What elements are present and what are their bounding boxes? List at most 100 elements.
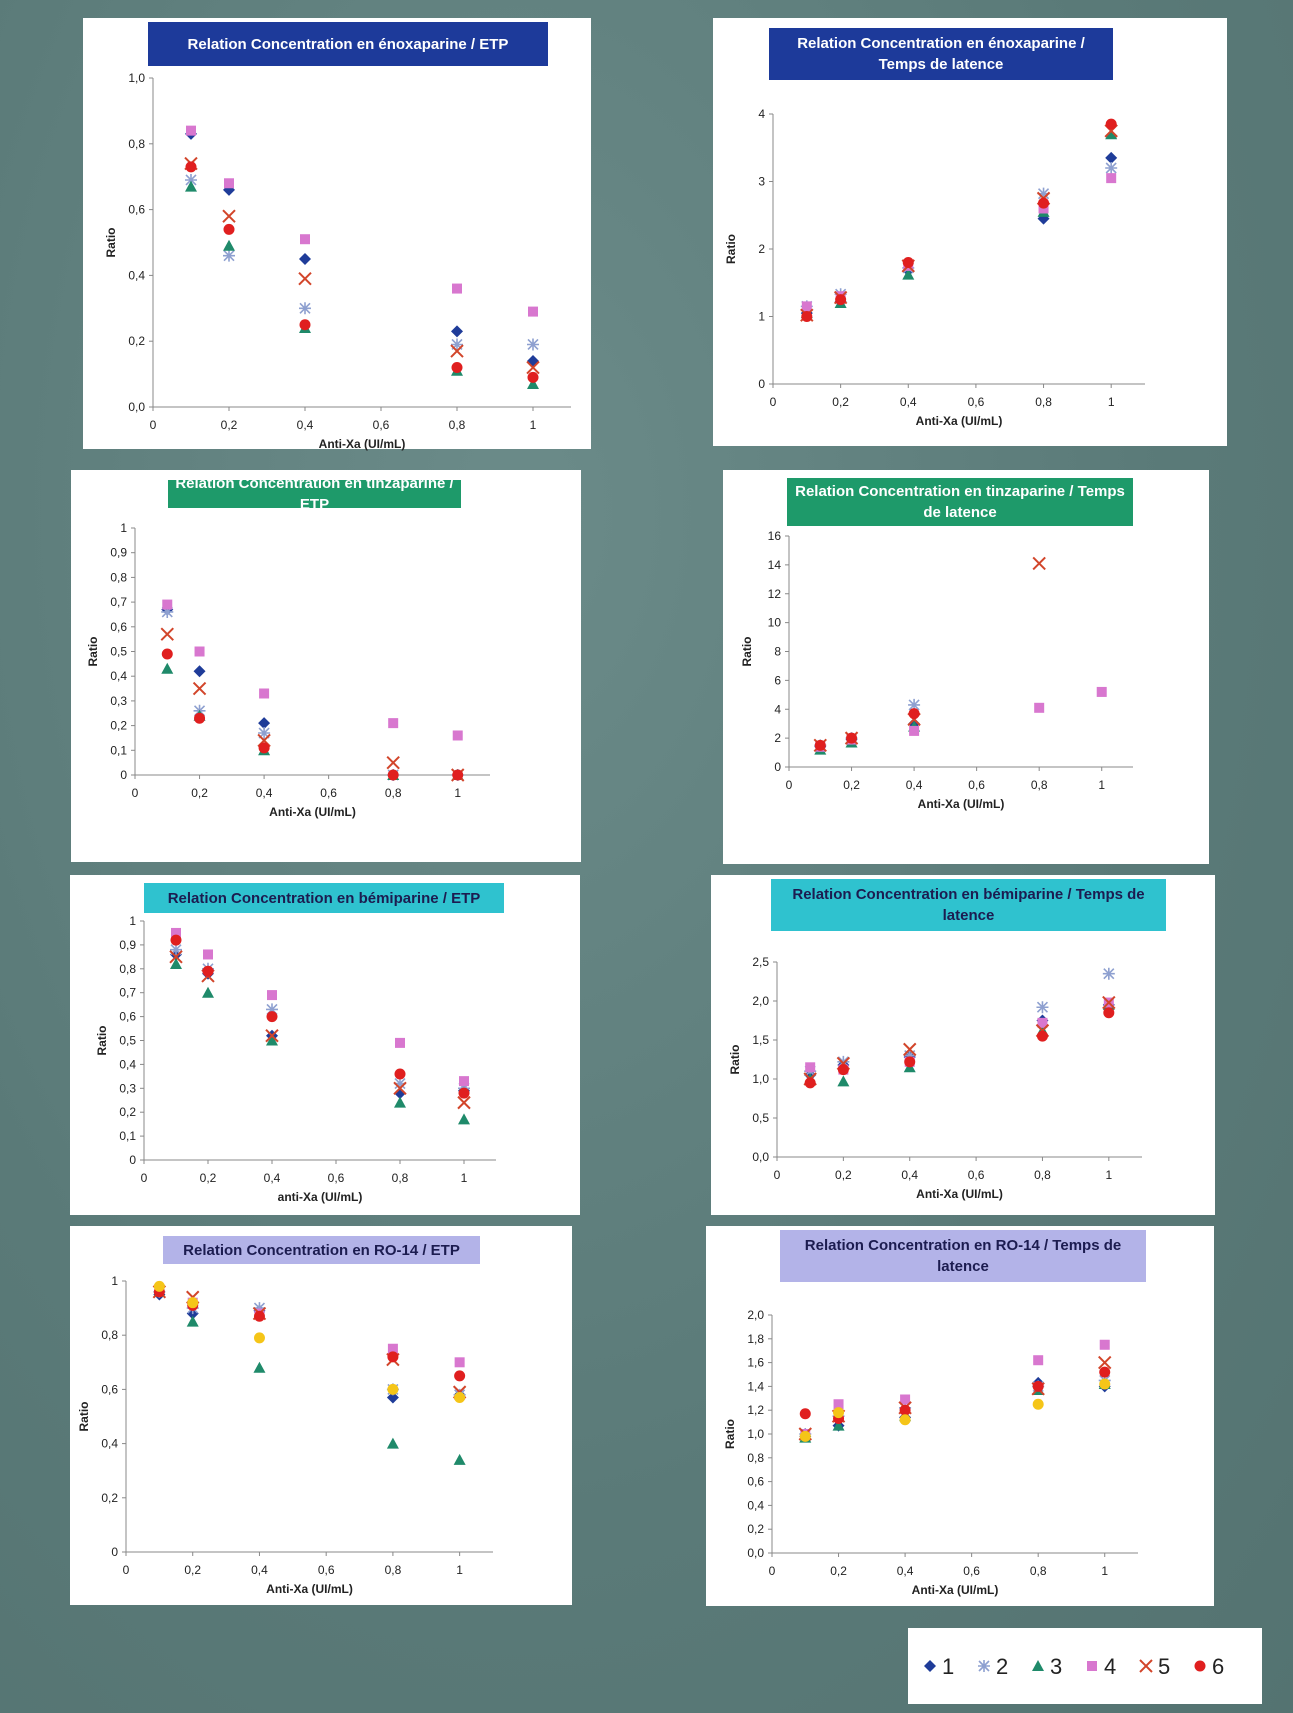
y-tick-label: 0,0 xyxy=(752,1150,769,1164)
chart-panel-enoxaparine-latence: Relation Concentration en énoxaparine / … xyxy=(713,18,1227,446)
x-tick-label: 1 xyxy=(530,418,537,432)
x-tick-label: 0,2 xyxy=(830,1564,847,1578)
data-point xyxy=(899,1404,911,1416)
x-axis-label: Anti-Xa (UI/mL) xyxy=(916,414,1003,428)
y-axis-label: Ratio xyxy=(77,1402,91,1432)
series-6 xyxy=(814,708,920,751)
series-3 xyxy=(170,958,470,1125)
data-point xyxy=(837,1075,850,1087)
y-tick-label: 0,4 xyxy=(128,268,145,282)
y-tick-label: 0,8 xyxy=(747,1451,764,1465)
chart-title: Relation Concentration en bémiparine / T… xyxy=(771,879,1166,931)
y-tick-label: 4 xyxy=(774,702,781,716)
x-tick-label: 0,2 xyxy=(184,1563,201,1577)
data-point xyxy=(258,717,271,730)
chart-title: Relation Concentration en énoxaparine / … xyxy=(148,22,548,66)
x-tick-label: 0 xyxy=(132,786,139,800)
series-6 xyxy=(161,648,464,781)
data-point xyxy=(799,1430,811,1442)
legend-marker xyxy=(1194,1660,1206,1672)
series-4 xyxy=(162,599,463,741)
chart-panel-ro14-etp: Relation Concentration en RO-14 / ETP 0 0,… xyxy=(70,1226,572,1605)
x-tick-label: 0,4 xyxy=(256,786,273,800)
data-point xyxy=(458,1113,470,1125)
data-point xyxy=(526,360,540,375)
legend-marker xyxy=(978,1660,990,1672)
data-point xyxy=(253,1310,265,1322)
x-tick-label: 0,6 xyxy=(968,1168,985,1182)
data-point xyxy=(846,732,858,744)
legend-marker xyxy=(1139,1659,1153,1673)
x-tick-label: 0,8 xyxy=(1030,1564,1047,1578)
y-tick-label: 0,6 xyxy=(101,1382,118,1396)
data-point xyxy=(393,1081,407,1096)
data-point xyxy=(528,306,538,317)
y-axis-label: Ratio xyxy=(86,637,100,667)
y-tick-label: 0,3 xyxy=(119,1081,136,1095)
y-tick-label: 0,9 xyxy=(119,938,136,952)
y-tick-label: 0,0 xyxy=(747,1546,764,1560)
data-point xyxy=(899,1414,911,1426)
y-tick-label: 0,9 xyxy=(110,546,127,560)
y-tick-label: 0 xyxy=(129,1153,136,1167)
y-tick-label: 2,0 xyxy=(747,1308,764,1322)
x-tick-label: 1 xyxy=(456,1563,463,1577)
data-point xyxy=(801,311,813,322)
series-1 xyxy=(170,948,470,1100)
chart-svg: 0,0 0,2 0,4 0,6 0,8 1,0 1,2 1,4 1,6 1,8 2,0 0 0,2 0,4… xyxy=(723,1308,1138,1597)
data-point xyxy=(162,599,173,610)
x-tick-label: 0,4 xyxy=(901,1168,918,1182)
data-point xyxy=(386,755,400,770)
y-tick-label: 1,0 xyxy=(128,71,145,85)
series-4 xyxy=(186,125,538,317)
x-tick-label: 0,8 xyxy=(1034,1168,1051,1182)
chart-title: Relation Concentration en RO-14 / ETP xyxy=(163,1236,480,1264)
x-tick-label: 0 xyxy=(770,395,777,409)
y-tick-label: 0,4 xyxy=(119,1057,136,1071)
series-extra xyxy=(799,1378,1111,1442)
y-tick-label: 0,5 xyxy=(752,1111,769,1125)
data-point xyxy=(801,301,812,312)
data-point xyxy=(185,173,197,186)
data-point xyxy=(450,344,464,358)
chart-panel-enoxaparine-etp: Relation Concentration en énoxaparine / … xyxy=(83,18,591,451)
x-tick-label: 0,6 xyxy=(963,1564,980,1578)
y-tick-label: 1 xyxy=(111,1274,118,1288)
data-point xyxy=(1098,1355,1112,1370)
data-point xyxy=(394,1087,406,1100)
x-tick-label: 1 xyxy=(454,786,461,800)
y-tick-label: 1 xyxy=(129,914,136,928)
data-point xyxy=(185,161,197,173)
series-5 xyxy=(803,995,1116,1086)
y-tick-label: 3 xyxy=(758,175,765,189)
series-1 xyxy=(804,998,1115,1082)
data-point xyxy=(904,1056,916,1068)
legend-entry: 6 xyxy=(1194,1654,1224,1679)
data-point xyxy=(799,1408,811,1420)
data-point xyxy=(161,648,173,660)
data-point xyxy=(1102,995,1116,1010)
legend-marker xyxy=(1087,1661,1097,1671)
data-point xyxy=(452,730,463,741)
data-point xyxy=(387,1351,399,1363)
data-point xyxy=(394,1068,406,1080)
data-point xyxy=(299,302,311,315)
legend-entry: 1 xyxy=(924,1654,954,1679)
series-2 xyxy=(800,162,1118,313)
x-axis-label: anti-Xa (UI/mL) xyxy=(278,1190,363,1204)
data-point xyxy=(386,1391,399,1404)
x-tick-label: 1 xyxy=(1101,1564,1108,1578)
data-point xyxy=(814,739,826,751)
data-point xyxy=(253,1332,265,1344)
data-point xyxy=(192,681,207,696)
data-point xyxy=(223,249,235,262)
data-point xyxy=(908,698,921,711)
series-4 xyxy=(800,1339,1110,1439)
data-point xyxy=(458,1087,470,1099)
y-tick-label: 16 xyxy=(768,529,782,543)
data-point xyxy=(1037,1017,1048,1028)
series-4 xyxy=(815,686,1107,752)
data-point xyxy=(832,1419,845,1431)
y-tick-label: 0,3 xyxy=(110,694,127,708)
series-3 xyxy=(800,128,1118,319)
